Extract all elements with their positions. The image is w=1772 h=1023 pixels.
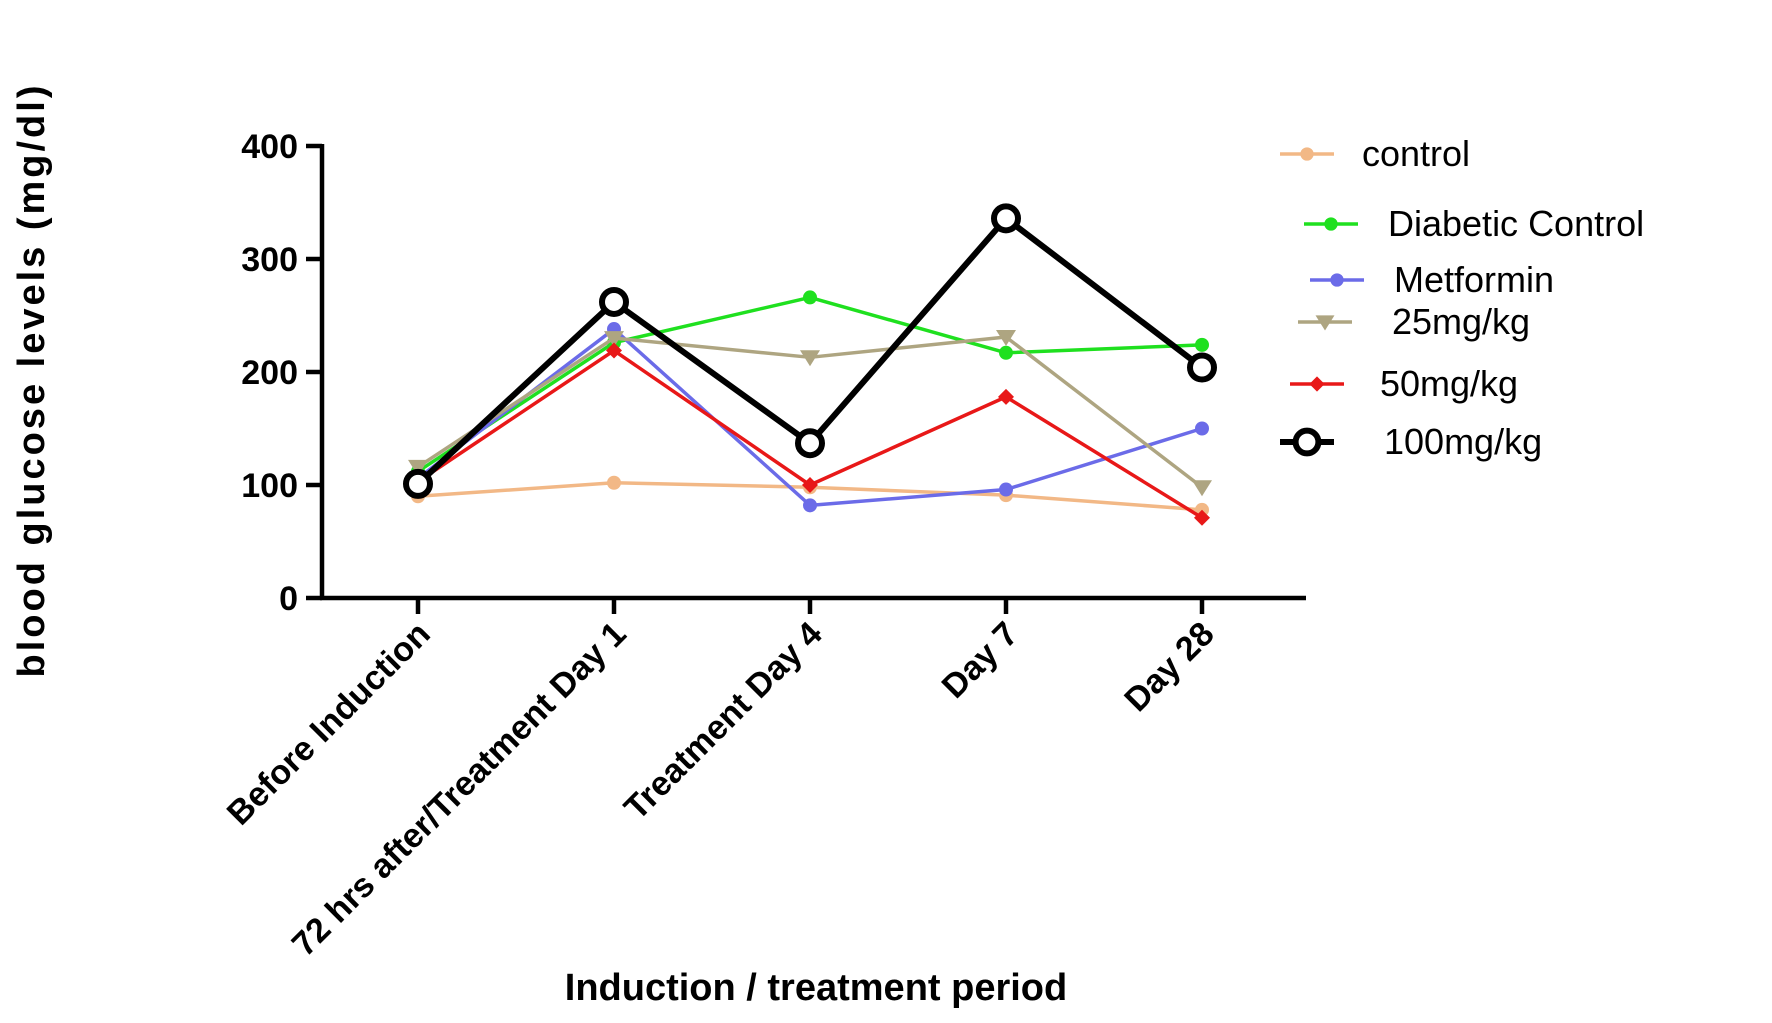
- legend-item-control: control: [1280, 133, 1470, 174]
- axes: [306, 143, 1306, 614]
- legend-label: control: [1362, 133, 1470, 174]
- y-tick-label: 400: [241, 128, 298, 166]
- legend-label: 50mg/kg: [1380, 363, 1518, 404]
- y-axis-title: blood glucose levels (mg/dl): [11, 83, 53, 678]
- legend-label: 100mg/kg: [1384, 421, 1542, 462]
- data-point: [795, 428, 825, 459]
- legend-label: 25mg/kg: [1392, 301, 1530, 342]
- data-point: [599, 286, 629, 317]
- legend-marker: [1309, 376, 1325, 392]
- legend-marker: [1292, 427, 1322, 457]
- data-point: [403, 468, 433, 499]
- data-point: [998, 388, 1014, 405]
- data-point: [999, 482, 1013, 497]
- data-point: [803, 498, 817, 513]
- legend-marker: [1300, 147, 1314, 161]
- legend-label: Diabetic Control: [1388, 203, 1644, 244]
- y-tick-label: 100: [241, 467, 298, 505]
- x-tick-label: Before Induction: [220, 615, 438, 833]
- y-tick-label: 200: [241, 354, 298, 392]
- data-point: [1195, 421, 1209, 436]
- x-axis-title: Induction / treatment period: [565, 967, 1067, 1009]
- data-point: [991, 203, 1021, 234]
- data-point: [1192, 480, 1212, 497]
- data-point: [607, 475, 621, 490]
- x-tick-label: 72 hrs after/Treatment Day 1: [285, 615, 634, 964]
- series-100mg-kg: [403, 203, 1217, 499]
- x-tick-label: Day 28: [1117, 615, 1221, 719]
- data-point: [604, 331, 624, 348]
- legend-item-metformin: Metformin: [1310, 259, 1554, 300]
- x-tick-label: Day 7: [935, 615, 1026, 706]
- data-point: [800, 350, 820, 367]
- data-point: [408, 459, 428, 476]
- y-tick-labels: 0 100 200 300 400: [241, 128, 298, 618]
- series-lines: [403, 203, 1217, 526]
- legend-item-25mg-kg: 25mg/kg: [1298, 301, 1530, 342]
- data-point: [802, 477, 818, 493]
- data-point: [996, 329, 1016, 346]
- data-point: [803, 290, 817, 305]
- legend-item-diabetic-control: Diabetic Control: [1304, 203, 1644, 244]
- data-point: [1187, 352, 1217, 383]
- data-point: [606, 342, 622, 359]
- y-tick-label: 300: [241, 241, 298, 279]
- legend-label: Metformin: [1394, 259, 1554, 300]
- data-point: [1194, 509, 1210, 526]
- legend-marker: [1330, 273, 1344, 287]
- x-tick-label: Treatment Day 4: [617, 615, 830, 828]
- data-point: [999, 345, 1013, 360]
- legend-item-100mg-kg: 100mg/kg: [1280, 421, 1542, 462]
- legend-item-50mg-kg: 50mg/kg: [1290, 363, 1518, 404]
- data-point: [1195, 337, 1209, 352]
- legend-marker: [1324, 217, 1338, 231]
- y-tick-label: 0: [279, 580, 298, 618]
- series-25mg-kg: [408, 329, 1212, 497]
- legend-marker: [1315, 315, 1335, 331]
